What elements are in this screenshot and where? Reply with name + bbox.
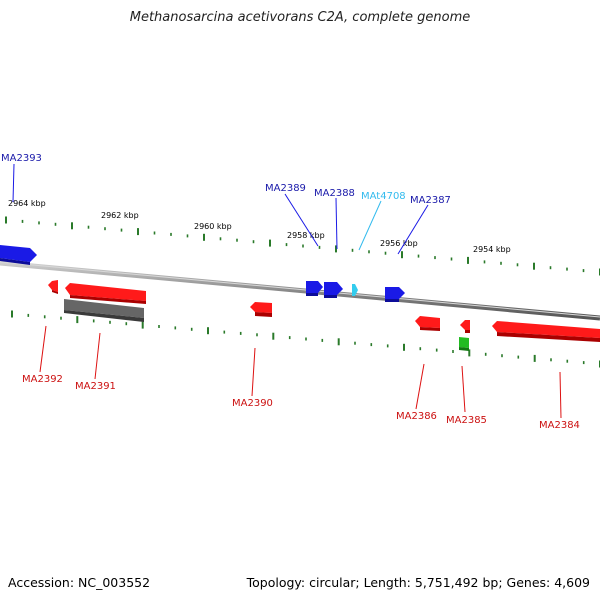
gene-label-ma2391[interactable]: MA2391 [75, 381, 116, 392]
gene-ma2392[interactable] [48, 280, 58, 294]
scale-ticks-upper [5, 216, 600, 276]
gene-label-ma2388[interactable]: MA2388 [314, 188, 355, 199]
scale-label: 2962 kbp [101, 211, 139, 220]
gene-label-ma2389[interactable]: MA2389 [265, 183, 306, 194]
gene-label-ma2392[interactable]: MA2392 [22, 374, 63, 385]
gene-ma2385[interactable] [460, 320, 470, 333]
gene-ma2386[interactable] [415, 316, 440, 331]
gene-ma2390[interactable] [250, 302, 272, 317]
genome-backbone-highlight [0, 261, 600, 318]
genome-backbone [0, 260, 600, 321]
reverse-label-lines [39, 325, 562, 419]
forward-label-lines [12, 163, 429, 255]
gene-label-mat4708[interactable]: MAt4708 [361, 191, 406, 202]
gene-label-ma2386[interactable]: MA2386 [396, 411, 437, 422]
scale-label: 2954 kbp [473, 245, 511, 254]
genome-stats-text: Topology: circular; Length: 5,751,492 bp… [246, 575, 590, 590]
gene-ma2388[interactable] [324, 282, 343, 298]
accession-text: Accession: NC_003552 [8, 575, 151, 590]
gene-ma2385-other[interactable] [459, 337, 469, 351]
gene-ma2391[interactable] [65, 283, 146, 304]
gene-label-ma2385[interactable]: MA2385 [446, 415, 487, 426]
gene-ma2393[interactable] [0, 245, 37, 265]
scale-label: 2964 kbp [8, 199, 46, 208]
gene-ma2387[interactable] [385, 287, 405, 302]
gene-ma2384[interactable] [492, 321, 600, 342]
gene-ma2389[interactable] [306, 281, 323, 296]
gene-label-ma2384[interactable]: MA2384 [539, 420, 580, 431]
gene-label-ma2393[interactable]: MA2393 [1, 153, 42, 164]
trna-label-line [358, 200, 382, 251]
gene-label-ma2390[interactable]: MA2390 [232, 398, 273, 409]
map-title: Methanosarcina acetivorans C2A, complete… [129, 10, 471, 25]
scale-label: 2958 kbp [287, 231, 325, 240]
gene-ma2391-pseudo[interactable] [64, 299, 144, 322]
scale-label: 2956 kbp [380, 239, 418, 248]
gene-label-ma2387[interactable]: MA2387 [410, 195, 451, 206]
scale-ticks-lower [11, 310, 600, 368]
scale-label: 2960 kbp [194, 222, 232, 231]
gene-mat4708[interactable] [352, 284, 358, 296]
